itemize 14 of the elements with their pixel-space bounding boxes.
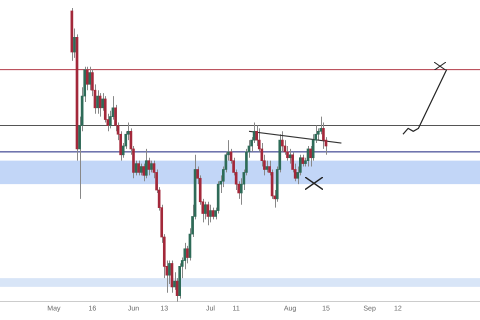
candlestick	[206, 201, 210, 226]
candlestick	[150, 160, 153, 173]
candlestick	[148, 157, 150, 176]
candlestick	[96, 90, 99, 114]
candlestick	[204, 201, 207, 220]
candlestick	[209, 204, 212, 223]
candlestick	[302, 154, 304, 168]
candlestick	[140, 163, 143, 176]
candlestick	[144, 148, 148, 179]
candlestick	[212, 207, 214, 220]
candlestick	[306, 145, 310, 168]
candlestick	[266, 160, 268, 173]
candlestick	[288, 148, 292, 164]
candlestick	[134, 160, 138, 176]
